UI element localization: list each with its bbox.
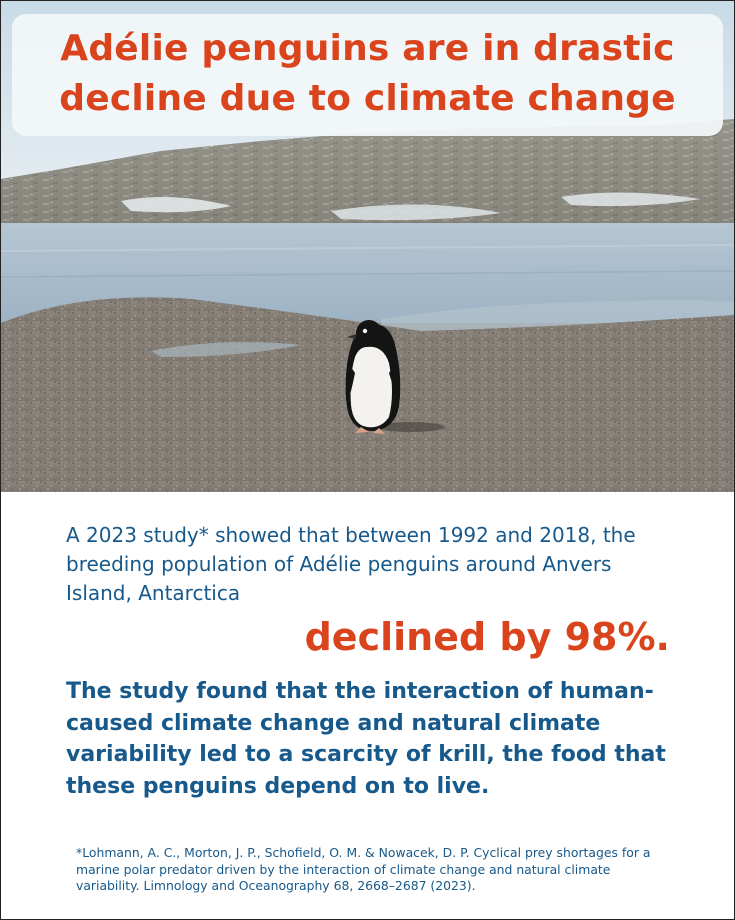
study-finding: The study found that the interaction of … bbox=[66, 679, 666, 799]
headline-box: Adélie penguins are in drastic decline d… bbox=[12, 14, 723, 136]
decline-statistic: declined by 98%. bbox=[304, 615, 670, 659]
headline-line-2: decline due to climate change bbox=[59, 78, 676, 119]
text-panel: A 2023 study* showed that between 1992 a… bbox=[1, 492, 734, 919]
headline-line-1: Adélie penguins are in drastic bbox=[60, 28, 675, 69]
penguin-photo: Adélie penguins are in drastic decline d… bbox=[1, 1, 734, 492]
study-intro: A 2023 study* showed that between 1992 a… bbox=[66, 523, 636, 605]
penguin bbox=[345, 320, 401, 434]
citation: *Lohmann, A. C., Morton, J. P., Schofiel… bbox=[76, 845, 651, 893]
